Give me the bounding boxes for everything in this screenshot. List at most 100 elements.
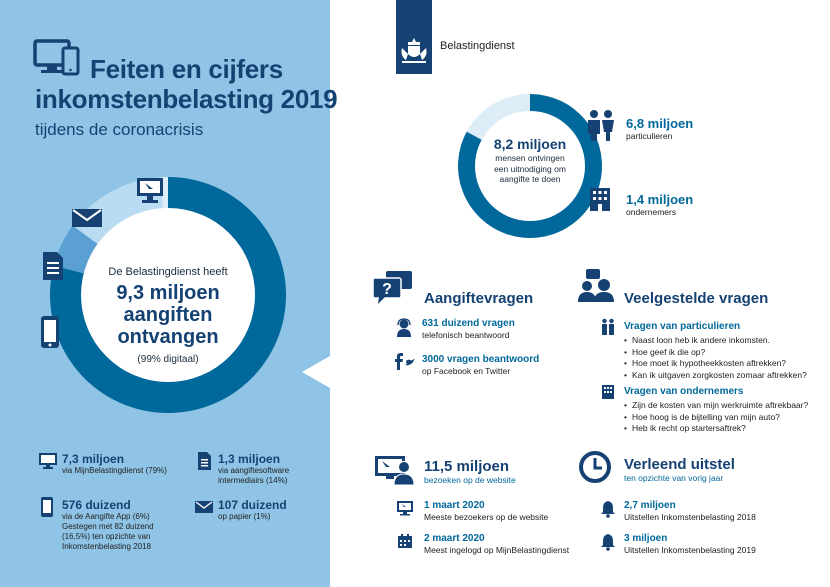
building-icon <box>602 385 614 399</box>
website-date: 1 maart 2020 <box>424 500 485 511</box>
uitstel-value: 3 miljoen <box>624 533 668 544</box>
stat-aangiftesoftware: 1,3 miljoen via aangiftesoftware interme… <box>218 452 289 486</box>
donut-note: (99% digitaal) <box>137 354 199 365</box>
stat-label: particulieren <box>626 131 673 141</box>
envelope-icon <box>72 209 102 227</box>
uitstel-item: 2,7 miljoen Uitstellen Inkomstenbelastin… <box>624 500 756 523</box>
website-item-label: Meest ingelogd op MijnBelastingdienst <box>424 545 570 555</box>
svg-text:?: ? <box>382 281 392 298</box>
stat-desc: via MijnBelastingdienst (79%) <box>62 466 167 475</box>
monitor-icon <box>397 501 413 516</box>
invitations-center-text: 8,2 miljoen mensen ontvingen een uitnodi… <box>478 136 582 185</box>
invitations-desc-line: mensen ontvingen <box>495 153 565 163</box>
stat-label: telefonisch beantwoord <box>422 330 510 340</box>
devices-icon <box>33 39 80 76</box>
phone-icon <box>41 497 53 517</box>
website-label: bezoeken op de website <box>424 475 516 485</box>
question-item: Kan ik uitgaven zorgkosten zomaar aftrek… <box>624 370 807 382</box>
stat-desc: Gestegen met 82 duizend <box>62 522 154 531</box>
stat-desc: (16,5%) ten opzichte van <box>62 532 151 541</box>
invitations-donut-chart <box>458 94 602 238</box>
calendar-icon <box>398 534 412 548</box>
website-value: 11,5 miljoen <box>424 458 510 475</box>
stat-mijnbelastingdienst: 7,3 miljoen via MijnBelastingdienst (79%… <box>62 452 167 476</box>
website-user-icon <box>375 456 414 486</box>
question-item: Zijn de kosten van mijn werkruimte aftre… <box>624 400 808 412</box>
telefonisch-stat: 631 duizend vragen telefonisch beantwoor… <box>422 318 515 341</box>
document-icon <box>43 252 63 280</box>
people-icon <box>602 318 614 335</box>
website-item-label: Meeste bezoekers op de website <box>424 512 549 522</box>
questions-heading: Vragen van particulieren <box>624 321 741 332</box>
question-item: Naast loon heb ik andere inkomsten. <box>624 335 807 347</box>
question-item: Heb ik recht op startersaftrek? <box>624 423 808 435</box>
stat-desc: intermediairs (14%) <box>218 476 288 485</box>
social-media-icon <box>395 353 415 370</box>
donut-intro: De Belastingdienst heeft <box>108 266 228 278</box>
people-question-icon <box>578 269 614 302</box>
call-center-icon <box>397 318 411 337</box>
page-title-line1: Feiten en cijfers <box>90 54 283 84</box>
stat-value: 1,3 miljoen <box>218 452 281 466</box>
coat-of-arms-icon <box>401 38 427 63</box>
org-name: Belastingdienst <box>440 40 515 52</box>
people-icon <box>588 110 614 141</box>
stat-value: 1,4 miljoen <box>626 192 694 207</box>
returns-donut-chart <box>49 177 286 413</box>
stat-aangifte-app: 576 duizend via de Aangifte App (6%) Ges… <box>62 498 154 552</box>
social-stat: 3000 vragen beantwoord op Facebook en Tw… <box>422 354 539 377</box>
ondernemers-stat: 1,4 miljoen ondernemers <box>626 192 693 218</box>
particulieren-questions: Vragen van particulieren Naast loon heb … <box>624 321 807 381</box>
uitstel-value: 2,7 miljoen <box>624 500 676 511</box>
invitations-desc-line: aangifte te doen <box>499 174 561 184</box>
uitstel-header: Verleend uitstel ten opzichte van vorig … <box>624 456 735 483</box>
stat-desc: via de Aangifte App (6%) <box>62 512 150 521</box>
questions-heading: Vragen van ondernemers <box>624 386 744 397</box>
building-icon <box>590 188 610 211</box>
stat-desc: via aangiftesoftware <box>218 466 290 475</box>
uitstel-label: Uitstellen Inkomstenbelasting 2018 <box>624 512 756 522</box>
stat-value: 107 duizend <box>218 498 287 512</box>
bell-icon <box>601 501 615 518</box>
stat-value: 631 duizend vragen <box>422 318 515 329</box>
uitstel-title: Verleend uitstel <box>624 456 735 473</box>
veelgestelde-title: Veelgestelde vragen <box>624 290 769 307</box>
ondernemers-questions: Vragen van ondernemers Zijn de kosten va… <box>624 386 808 435</box>
invitations-desc: mensen ontvingen een uitnodiging om aang… <box>478 153 582 185</box>
question-item: Hoe geef ik die op? <box>624 347 807 359</box>
donut-value-line2: aangiften <box>123 304 213 326</box>
monitor-icon <box>137 178 163 203</box>
website-item: 2 maart 2020 Meest ingelogd op MijnBelas… <box>424 533 569 556</box>
donut-value-line1: 9,3 miljoen <box>116 282 220 304</box>
stat-value: 6,8 miljoen <box>626 116 694 131</box>
donut-value-line3: ontvangen <box>117 326 219 348</box>
stat-value: 576 duizend <box>62 498 131 512</box>
question-item: Hoe hoog is de bijtelling van mijn auto? <box>624 412 808 424</box>
donut-value: 9,3 miljoen aangiften ontvangen <box>88 282 248 348</box>
document-icon <box>198 452 211 470</box>
stat-label: ondernemers <box>626 207 677 217</box>
website-item: 1 maart 2020 Meeste bezoekers op de webs… <box>424 500 548 523</box>
website-date: 2 maart 2020 <box>424 533 485 544</box>
invitations-value: 8,2 miljoen <box>493 136 567 152</box>
uitstel-sub: ten opzichte van vorig jaar <box>624 473 724 483</box>
aangiftevragen-title: Aangiftevragen <box>424 290 534 307</box>
stat-value: 3000 vragen beantwoord <box>422 354 540 365</box>
panel-notch <box>302 356 330 388</box>
donut-center <box>81 208 255 382</box>
question-item: Hoe moet ik hypotheekkosten aftrekken? <box>624 358 807 370</box>
invitations-desc-line: een uitnodiging om <box>494 163 566 174</box>
donut-center-text: De Belastingdienst heeft 9,3 miljoen aan… <box>88 266 248 365</box>
question-item-continued: Hoe geef ik die op? <box>632 346 706 357</box>
donut-center <box>475 111 585 221</box>
phone-icon <box>41 316 59 348</box>
uitstel-item: 3 miljoen Uitstellen Inkomstenbelasting … <box>624 533 756 556</box>
stat-papier: 107 duizend op papier (1%) <box>218 498 287 522</box>
monitor-icon <box>39 453 57 469</box>
stat-desc: op papier (1%) <box>218 512 271 521</box>
envelope-icon <box>195 501 213 513</box>
uitstel-label: Uitstellen Inkomstenbelasting 2019 <box>624 545 756 555</box>
page-subtitle: tijdens de coronacrisis <box>35 120 204 139</box>
page-title-line2: inkomstenbelasting 2019 <box>35 84 338 114</box>
website-stat: 11,5 miljoen bezoeken op de website <box>424 458 516 485</box>
